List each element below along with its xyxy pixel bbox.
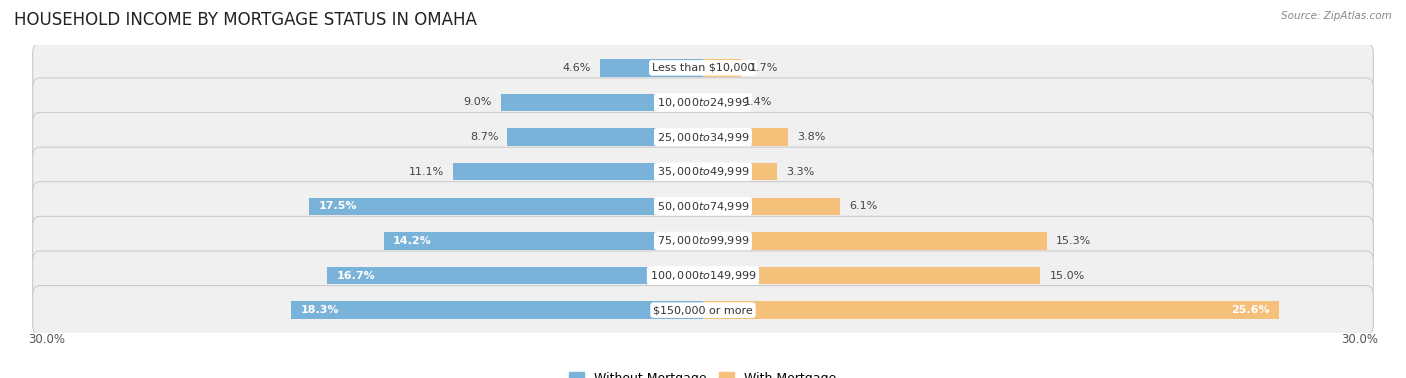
Bar: [703, 301, 1279, 319]
Text: Less than $10,000: Less than $10,000: [652, 63, 754, 73]
Text: $100,000 to $149,999: $100,000 to $149,999: [650, 269, 756, 282]
Bar: [703, 94, 734, 111]
Text: 8.7%: 8.7%: [470, 132, 498, 142]
Text: $50,000 to $74,999: $50,000 to $74,999: [657, 200, 749, 213]
Bar: [453, 163, 703, 180]
Text: 30.0%: 30.0%: [28, 333, 65, 345]
Bar: [703, 267, 1040, 284]
FancyBboxPatch shape: [32, 182, 1374, 231]
Bar: [291, 301, 703, 319]
Text: 30.0%: 30.0%: [1341, 333, 1378, 345]
Text: HOUSEHOLD INCOME BY MORTGAGE STATUS IN OMAHA: HOUSEHOLD INCOME BY MORTGAGE STATUS IN O…: [14, 11, 477, 29]
Text: 3.3%: 3.3%: [786, 167, 814, 177]
Text: 16.7%: 16.7%: [336, 271, 375, 280]
Bar: [508, 128, 703, 146]
Bar: [703, 128, 789, 146]
Text: 6.1%: 6.1%: [849, 201, 877, 211]
FancyBboxPatch shape: [32, 251, 1374, 300]
Bar: [328, 267, 703, 284]
Text: 9.0%: 9.0%: [463, 98, 492, 107]
FancyBboxPatch shape: [32, 113, 1374, 162]
Text: 4.6%: 4.6%: [562, 63, 591, 73]
Text: $10,000 to $24,999: $10,000 to $24,999: [657, 96, 749, 109]
Bar: [384, 232, 703, 250]
Text: 11.1%: 11.1%: [409, 167, 444, 177]
Bar: [599, 59, 703, 77]
Text: $75,000 to $99,999: $75,000 to $99,999: [657, 234, 749, 248]
Bar: [703, 232, 1047, 250]
Text: $35,000 to $49,999: $35,000 to $49,999: [657, 165, 749, 178]
Text: 17.5%: 17.5%: [318, 201, 357, 211]
Text: 18.3%: 18.3%: [301, 305, 339, 315]
FancyBboxPatch shape: [32, 78, 1374, 127]
FancyBboxPatch shape: [32, 147, 1374, 196]
Text: 14.2%: 14.2%: [392, 236, 432, 246]
Legend: Without Mortgage, With Mortgage: Without Mortgage, With Mortgage: [564, 367, 842, 378]
FancyBboxPatch shape: [32, 285, 1374, 335]
Text: Source: ZipAtlas.com: Source: ZipAtlas.com: [1281, 11, 1392, 21]
Text: 15.0%: 15.0%: [1049, 271, 1084, 280]
Bar: [501, 94, 703, 111]
FancyBboxPatch shape: [32, 216, 1374, 265]
Text: 1.4%: 1.4%: [744, 98, 772, 107]
Bar: [703, 163, 778, 180]
Text: 3.8%: 3.8%: [797, 132, 825, 142]
Text: $25,000 to $34,999: $25,000 to $34,999: [657, 130, 749, 144]
Text: 1.7%: 1.7%: [751, 63, 779, 73]
Bar: [703, 59, 741, 77]
Bar: [309, 198, 703, 215]
Bar: [703, 198, 841, 215]
Text: 25.6%: 25.6%: [1232, 305, 1270, 315]
Text: $150,000 or more: $150,000 or more: [654, 305, 752, 315]
FancyBboxPatch shape: [32, 43, 1374, 93]
Text: 15.3%: 15.3%: [1056, 236, 1091, 246]
